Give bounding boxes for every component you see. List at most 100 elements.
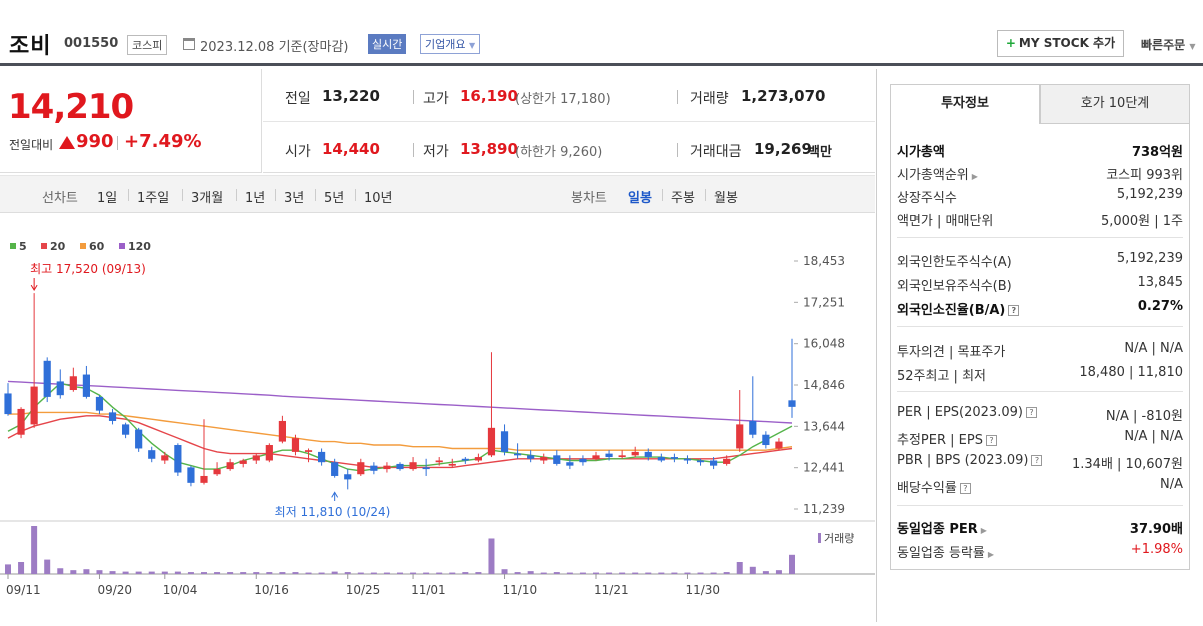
info-value: 0.27% (1137, 299, 1183, 314)
candle-body (82, 374, 90, 397)
realtime-button[interactable]: 실시간 (368, 34, 407, 54)
volume-bar (606, 572, 613, 574)
info-row-market-cap: 시가총액 738억원 (897, 138, 1183, 160)
divider (355, 189, 356, 201)
tab-orderbook[interactable]: 호가 10단계 (1040, 84, 1190, 124)
info-row-sector-change[interactable]: 동일업종 등락률 ▶ +1.98% (897, 539, 1183, 561)
info-row-sector-per[interactable]: 동일업종 PER ▶ 37.90배 (897, 515, 1183, 537)
info-row-foreign-held: 외국인보유주식수(B) 13,845 (897, 272, 1183, 294)
up-triangle-icon (59, 136, 75, 149)
add-mystock-button[interactable]: + MY STOCK 추가 (997, 30, 1124, 57)
change-label: 전일대비 (9, 138, 54, 152)
legend-label: 5 (19, 240, 27, 253)
candle-body (30, 386, 38, 425)
candle-body (396, 463, 404, 470)
candle-body (135, 429, 143, 449)
amount-value: 19,269 (754, 140, 812, 158)
volume-bar (161, 571, 168, 574)
period-3y[interactable]: 3년 (284, 191, 305, 206)
open-label: 시가 (285, 144, 311, 160)
candle-weekly[interactable]: 주봉 (671, 191, 695, 206)
candle-body (644, 451, 652, 458)
candle-body (187, 467, 195, 483)
info-key: 외국인한도주식수(A) (897, 255, 1012, 270)
chevron-down-icon: ▼ (468, 41, 476, 50)
volume-bar (749, 566, 756, 574)
info-value: 738억원 (1131, 145, 1183, 160)
info-key: 외국인보유주식수(B) (897, 279, 1012, 294)
period-10y[interactable]: 10년 (364, 191, 393, 206)
candle-body (723, 458, 731, 464)
help-icon: ? (985, 435, 997, 446)
candle-body (291, 438, 300, 452)
divider (897, 326, 1183, 327)
info-row-per-eps: PER | EPS(2023.09)? N/A | -810원 (897, 402, 1183, 424)
candle-body (736, 424, 744, 449)
candle-body (435, 460, 443, 463)
volume-bar (736, 562, 743, 574)
candle-body (213, 469, 221, 475)
info-key: 시가총액순위 ▶ (897, 168, 978, 183)
volume-bar (671, 572, 678, 574)
candle-monthly[interactable]: 월봉 (714, 191, 738, 206)
candle-body (710, 460, 718, 466)
volume-bar (44, 559, 51, 574)
candle-body (566, 462, 574, 466)
volume-bar (305, 572, 312, 574)
x-tick-label: 11/30 (685, 583, 720, 597)
volume-bar (410, 572, 417, 574)
volume-bar (318, 572, 325, 574)
tab-invest-info[interactable]: 투자정보 (890, 84, 1040, 124)
info-row-est-per: 추정PER | EPS? N/A | N/A (897, 426, 1183, 448)
divider (677, 143, 678, 157)
candle-body (788, 400, 796, 407)
info-key: 동일업종 등락률 ▶ (897, 546, 995, 561)
period-1d[interactable]: 1일 (97, 191, 118, 206)
y-tick-label: 11,239 (803, 502, 845, 516)
candle-body (304, 450, 313, 452)
volume-bar (540, 572, 547, 574)
candle-body (17, 408, 25, 435)
period-1y[interactable]: 1년 (245, 191, 266, 206)
amount-label: 거래대금 (690, 144, 742, 160)
volume-bar (658, 572, 665, 574)
legend-label: 20 (50, 240, 66, 253)
candle-body (95, 396, 104, 411)
volume-bar (775, 570, 782, 574)
period-5y[interactable]: 5년 (324, 191, 345, 206)
info-row-cap-rank[interactable]: 시가총액순위 ▶ 코스피 993위 (897, 161, 1183, 183)
candle-body (605, 453, 613, 458)
quick-order-button[interactable]: 빠른주문 ▼ (1141, 36, 1196, 53)
company-overview-button[interactable]: 기업개요 ▼ (420, 34, 481, 54)
volume-bar (122, 571, 129, 574)
volume-bar (423, 572, 430, 574)
high-label: 고가 (423, 91, 449, 107)
info-key: PBR | BPS (2023.09)? (897, 453, 1043, 468)
quote-summary: 전일 13,220 고가 16,190 (상한가 17,180) 거래량 1,2… (263, 69, 875, 173)
divider (275, 189, 276, 201)
candle-body (448, 463, 456, 466)
candle-body (122, 424, 130, 435)
price-box: 14,210 전일대비 990 +7.49% (0, 69, 262, 173)
ma60-line (8, 411, 793, 451)
volume-bar (201, 572, 207, 574)
info-row-foreign-limit: 외국인한도주식수(A) 5,192,239 (897, 248, 1183, 270)
volume-bar (240, 572, 247, 574)
period-3m[interactable]: 3개월 (191, 191, 224, 206)
volume-bar (579, 572, 586, 574)
price-chart[interactable]: 18,453 17,251 16,048 14,846 13,644 12,441 11,2… (0, 214, 875, 622)
x-tick-label: 11/10 (503, 583, 538, 597)
candle-body (696, 460, 705, 463)
candle-body (749, 420, 757, 435)
period-1w[interactable]: 1주일 (137, 191, 170, 206)
info-value: N/A | N/A (1124, 429, 1183, 444)
info-key: PER | EPS(2023.09)? (897, 405, 1037, 420)
info-key: 투자의견 | 목표주가 (897, 345, 1006, 360)
volume-bar (475, 572, 482, 574)
volume-bar (344, 572, 351, 574)
candle-daily[interactable]: 일봉 (628, 191, 652, 206)
volume-bar (18, 562, 25, 574)
volume-bar (370, 572, 377, 574)
calendar-icon (183, 38, 195, 50)
divider (897, 505, 1183, 506)
